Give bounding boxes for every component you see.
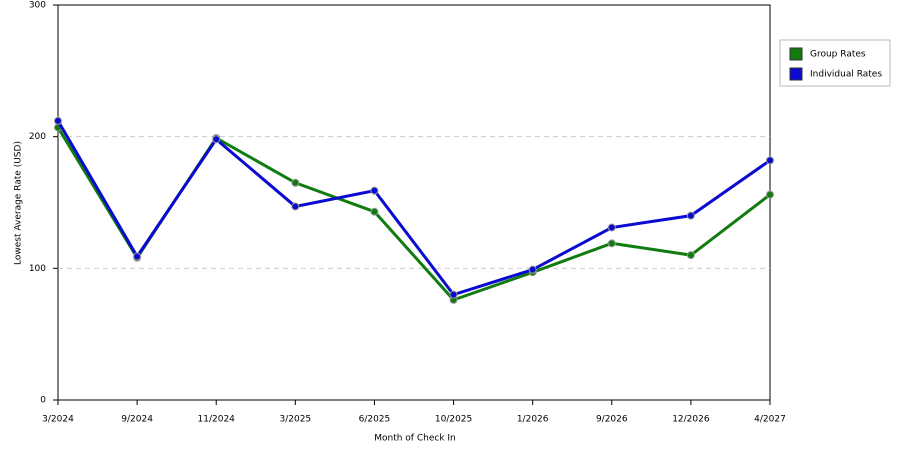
data-point (686, 211, 695, 220)
data-point (291, 202, 300, 211)
y-tick-label: 300 (29, 1, 46, 11)
x-axis-title: Month of Check In (374, 434, 456, 444)
x-tick-label: 10/2025 (435, 415, 472, 425)
data-point (607, 239, 616, 248)
y-axis-title: Lowest Average Rate (USD) (14, 141, 24, 265)
legend-swatch (789, 47, 803, 61)
x-tick-label: 3/2024 (42, 415, 74, 425)
data-point (528, 265, 537, 274)
data-point (291, 178, 300, 187)
x-tick-label: 11/2024 (198, 415, 236, 425)
legend-swatch (789, 67, 803, 81)
plot-area (57, 4, 771, 401)
data-point (370, 186, 379, 195)
x-tick-label: 6/2025 (359, 415, 391, 425)
data-point (212, 135, 221, 144)
data-point (766, 190, 774, 199)
data-point (766, 156, 774, 165)
x-tick-label: 4/2027 (754, 415, 786, 425)
x-tick-label: 1/2026 (517, 415, 549, 425)
data-point (133, 252, 142, 261)
data-point (449, 290, 458, 299)
y-tick-label: 0 (40, 396, 46, 406)
data-point (686, 251, 695, 260)
legend-label: Individual Rates (810, 70, 882, 80)
x-tick-label: 9/2024 (121, 415, 153, 425)
data-point (370, 207, 379, 216)
x-tick-label: 3/2025 (279, 415, 311, 425)
y-tick-label: 100 (29, 264, 46, 274)
data-point (54, 116, 62, 125)
legend-label: Group Rates (810, 50, 866, 60)
x-tick-label: 9/2026 (596, 415, 628, 425)
y-tick-label: 200 (29, 132, 46, 142)
data-point (607, 223, 616, 232)
x-tick-label: 12/2026 (672, 415, 710, 425)
series-line (56, 120, 771, 297)
